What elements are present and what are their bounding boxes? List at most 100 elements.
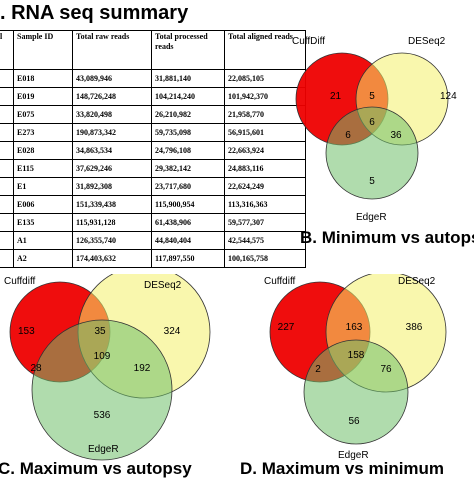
venn-d-set-label-2: DESeq2 <box>398 276 436 287</box>
table-cell <box>0 87 14 106</box>
table-cell: E135 <box>13 213 73 232</box>
panel-d-title: D. Maximum vs minimum <box>240 459 445 478</box>
table-cell: 42,544,575 <box>224 231 306 250</box>
table-cell: A1 <box>13 231 73 250</box>
table-cell: A2 <box>13 249 73 268</box>
table-row: E075 33,820,498 26,210,982 21,958,770 <box>0 105 306 124</box>
table-cell <box>0 105 14 124</box>
table-cell: 148,726,248 <box>72 87 152 106</box>
table-row: E135 115,931,128 61,438,906 59,577,307 <box>0 213 306 232</box>
venn-b-r23: 36 <box>390 130 402 141</box>
table-cell: 100,165,758 <box>224 249 306 268</box>
table-cell: 26,210,982 <box>151 105 225 124</box>
table-cell <box>0 159 14 178</box>
table-cell: E115 <box>13 159 73 178</box>
venn-c-set-label-2: DESeq2 <box>144 280 182 291</box>
panel-b-title: B. Minimum vs autopsy <box>300 228 474 247</box>
venn-b-r123: 6 <box>369 117 375 128</box>
table-row: A2 174,403,632 117,897,550 100,165,758 <box>0 249 306 268</box>
venn-diagram-d: Cuffdiff DESeq2 EdgeR 227 386 56 163 2 7… <box>264 274 447 461</box>
table-cell: 115,900,954 <box>151 195 225 214</box>
table-cell: 126,355,740 <box>72 231 152 250</box>
table-body: E018 43,089,946 31,881,140 22,085,105 E019 14… <box>0 69 306 268</box>
table-header-cell: Total aligned reads <box>224 30 306 70</box>
table-cell <box>0 195 14 214</box>
venn-d-r13: 2 <box>315 364 321 375</box>
table-cell: E028 <box>13 141 73 160</box>
table-cell: 117,897,550 <box>151 249 225 268</box>
venn-b-r13: 6 <box>345 130 351 141</box>
table-cell: 31,881,140 <box>151 69 225 88</box>
venn-b-only1: 21 <box>330 91 342 102</box>
table-row: E273 190,873,342 59,735,098 56,915,601 <box>0 123 306 142</box>
table-cell: E006 <box>13 195 73 214</box>
table-cell: E019 <box>13 87 73 106</box>
venn-c-circle-3 <box>31 319 173 461</box>
table-row: E115 37,629,246 29,382,142 24,883,116 <box>0 159 306 178</box>
table-cell: E075 <box>13 105 73 124</box>
table-header-row: l Sample ID Total raw reads Total proces… <box>0 30 306 70</box>
table-cell <box>0 231 14 250</box>
table-cell: 31,892,308 <box>72 177 152 196</box>
venn-c-set-label-1: Cuffdiff <box>4 276 36 287</box>
table-cell: 151,339,438 <box>72 195 152 214</box>
venn-b-set-label-3: EdgeR <box>356 212 387 223</box>
venn-c-r13: 28 <box>30 363 42 374</box>
table-cell: 104,214,240 <box>151 87 225 106</box>
table-cell: 23,717,680 <box>151 177 225 196</box>
venn-d-only3: 56 <box>348 416 360 427</box>
venn-b-set-label-2: DESeq2 <box>408 36 446 47</box>
rna-seq-summary-table: l Sample ID Total raw reads Total proces… <box>0 30 306 268</box>
venn-c-only2: 324 <box>164 326 181 337</box>
table-cell <box>0 177 14 196</box>
venn-d-r123: 158 <box>348 350 365 361</box>
table-header-cell: Total raw reads <box>72 30 152 70</box>
venn-c-set-label-3: EdgeR <box>88 444 119 455</box>
venn-d-r12: 163 <box>346 322 363 333</box>
table-cell: 37,629,246 <box>72 159 152 178</box>
table-cell: 33,820,498 <box>72 105 152 124</box>
table-cell: 59,735,098 <box>151 123 225 142</box>
table-row: E006 151,339,438 115,900,954 113,316,363 <box>0 195 306 214</box>
table-cell <box>0 69 14 88</box>
venn-b-circle-3 <box>325 106 419 200</box>
venn-d-circle-3 <box>303 339 409 445</box>
table-cell: 43,089,946 <box>72 69 152 88</box>
table-header-cell: Total processed reads <box>151 30 225 70</box>
table-cell: E1 <box>13 177 73 196</box>
table-cell: 190,873,342 <box>72 123 152 142</box>
table-cell: E273 <box>13 123 73 142</box>
table-cell: 61,438,906 <box>151 213 225 232</box>
table-cell: E018 <box>13 69 73 88</box>
table-row: E028 34,863,534 24,796,108 22,663,924 <box>0 141 306 160</box>
venn-c-only3: 536 <box>94 410 111 421</box>
venn-b-only3: 5 <box>369 176 375 187</box>
venn-d-set-label-1: Cuffdiff <box>264 276 296 287</box>
table-cell <box>0 249 14 268</box>
table-row: E019 148,726,248 104,214,240 101,942,370 <box>0 87 306 106</box>
venn-c-r123: 109 <box>94 351 111 362</box>
table-header-cell: Sample ID <box>13 30 73 70</box>
table-row: E1 31,892,308 23,717,680 22,624,249 <box>0 177 306 196</box>
table-header-cell: l <box>0 30 14 70</box>
venn-d-only1: 227 <box>278 322 295 333</box>
table-cell: 24,796,108 <box>151 141 225 160</box>
venn-b-set-label-1: CuffDiff <box>292 36 325 47</box>
table-cell: 34,863,534 <box>72 141 152 160</box>
panel-c-title: C. Maximum vs autopsy <box>0 459 192 478</box>
venn-b-only2: 124 <box>440 91 457 102</box>
panel-a-title: . RNA seq summary <box>0 2 189 24</box>
table-cell: 115,931,128 <box>72 213 152 232</box>
venn-b-r12: 5 <box>369 91 375 102</box>
table-cell <box>0 123 14 142</box>
table-cell <box>0 141 14 160</box>
table-cell: 174,403,632 <box>72 249 152 268</box>
table-row: A1 126,355,740 44,840,404 42,544,575 <box>0 231 306 250</box>
venn-c-r12: 35 <box>94 326 106 337</box>
table-row: E018 43,089,946 31,881,140 22,085,105 <box>0 69 306 88</box>
table-cell: 29,382,142 <box>151 159 225 178</box>
table-cell <box>0 213 14 232</box>
venn-c-only1: 153 <box>18 326 35 337</box>
venn-d-r23: 76 <box>380 364 392 375</box>
table-cell: 44,840,404 <box>151 231 225 250</box>
